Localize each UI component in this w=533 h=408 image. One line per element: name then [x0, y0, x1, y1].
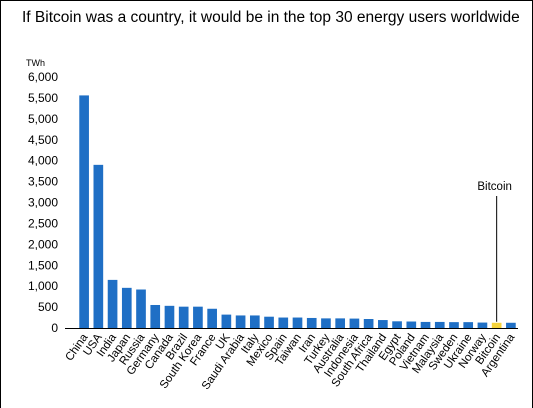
y-tick-label: 0: [51, 321, 58, 335]
bar-taiwan: [292, 317, 303, 328]
y-tick-label: 4,500: [28, 133, 58, 147]
bar-malaysia: [434, 321, 445, 328]
bar-indonesia: [349, 318, 360, 328]
bar-usa: [93, 164, 104, 328]
chart-title: If Bitcoin was a country, it would be in…: [22, 9, 520, 26]
bar-ukraine: [463, 322, 474, 328]
y-tick-label: 5,500: [28, 91, 58, 105]
bars: [79, 95, 516, 328]
bar-india: [107, 279, 118, 328]
x-axis: ChinaUSAIndiaJapanRussiaGermanyCanadaBra…: [63, 328, 518, 392]
bar-germany: [150, 304, 161, 328]
y-tick-label: 2,000: [28, 237, 58, 251]
bar-canada: [164, 305, 175, 328]
bar-iran: [306, 317, 317, 328]
y-tick-label: 1,500: [28, 258, 58, 272]
bar-italy: [249, 315, 260, 328]
bar-russia: [136, 289, 146, 328]
bar-vietnam: [420, 321, 431, 328]
y-tick-label: 3,500: [28, 175, 58, 189]
y-tick-label: 5,000: [28, 112, 58, 126]
bar-sweden: [449, 322, 459, 328]
y-tick-label: 4,000: [28, 154, 58, 168]
bar-spain: [278, 317, 289, 328]
bar-australia: [335, 318, 346, 328]
y-tick-label: 3,000: [28, 196, 58, 210]
y-tick-label: 2,500: [28, 216, 58, 230]
bar-mexico: [264, 316, 274, 328]
bar-thailand: [378, 320, 388, 328]
bar-turkey: [321, 318, 331, 328]
y-unit-label: TWh: [26, 58, 45, 68]
bar-south-africa: [363, 319, 374, 328]
bar-norway: [477, 322, 488, 328]
bar-saudi-arabia: [235, 315, 246, 328]
annotation-label: Bitcoin: [477, 181, 512, 193]
bar-argentina: [506, 322, 516, 328]
bar-uk: [221, 314, 232, 328]
bar-japan: [121, 287, 132, 328]
bar-china: [79, 95, 89, 328]
y-tick-label: 500: [38, 300, 58, 314]
y-tick-label: 6,000: [28, 70, 58, 84]
bar-brazil: [178, 306, 189, 328]
bar-poland: [406, 321, 417, 328]
bar-egypt: [392, 321, 402, 328]
y-axis: TWh 0 500 1,000 1,500 2,000 2,500 3,000 3,500 4,0…: [26, 58, 58, 335]
bar-france: [207, 308, 217, 328]
annotation: Bitcoin: [477, 181, 512, 322]
bar-bitcoin: [491, 322, 502, 328]
y-tick-label: 1,000: [28, 279, 58, 293]
bar-south-korea: [193, 306, 203, 328]
